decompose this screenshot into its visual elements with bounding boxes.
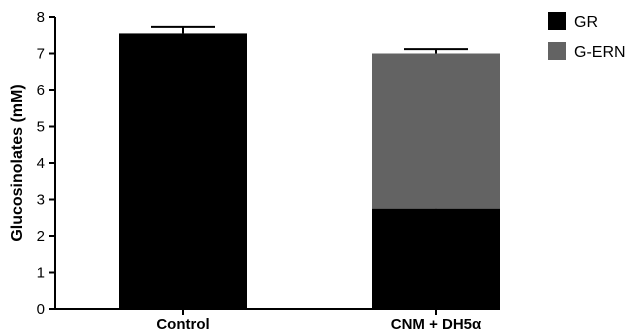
y-tick-label-0: 0 [37,301,45,318]
legend-label-gr: GR [574,14,598,31]
legend-swatch-gr [548,12,566,30]
legend: GR G-ERN [548,12,626,61]
legend-swatch-g-ern [548,42,566,60]
bar-g-ern-1 [372,53,500,209]
plot-area: 0 1 2 3 4 5 6 7 8 Control CNM + DH5α [37,9,500,330]
x-tick-label-0: Control [156,316,209,330]
y-tick-label-3: 3 [37,192,45,209]
x-tick-label-1: CNM + DH5α [391,316,482,330]
bar-gr-1 [372,208,500,309]
y-axis-title: Glucosinolates (mM) [9,84,26,241]
error-bar-g-ern-1 [404,48,468,54]
bar-gr-0 [119,33,247,310]
y-tick-label-2: 2 [37,228,45,245]
legend-label-g-ern: G-ERN [574,44,626,61]
error-bar-gr-0 [151,25,215,34]
y-tick-label-6: 6 [37,82,45,99]
y-tick-label-1: 1 [37,265,45,282]
y-tick-label-5: 5 [37,119,45,136]
y-tick-label-7: 7 [37,46,45,63]
y-tick-label-8: 8 [37,9,45,26]
y-tick-label-4: 4 [37,155,45,172]
